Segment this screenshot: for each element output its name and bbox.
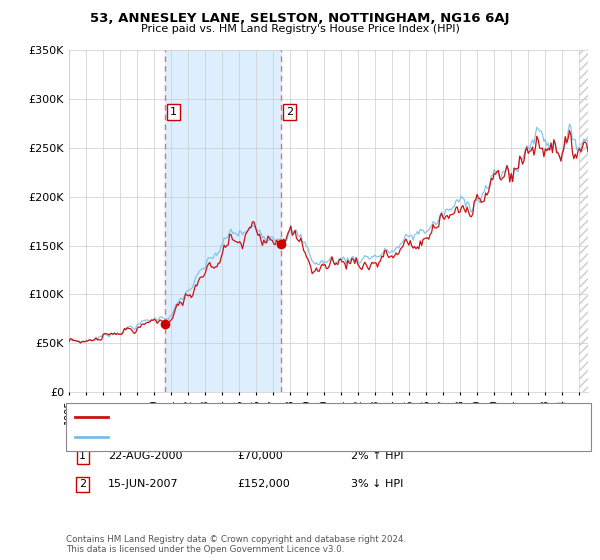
- Text: 53, ANNESLEY LANE, SELSTON, NOTTINGHAM, NG16 6AJ: 53, ANNESLEY LANE, SELSTON, NOTTINGHAM, …: [90, 12, 510, 25]
- Text: Price paid vs. HM Land Registry's House Price Index (HPI): Price paid vs. HM Land Registry's House …: [140, 24, 460, 34]
- Text: 1: 1: [79, 451, 86, 461]
- Text: 22-AUG-2000: 22-AUG-2000: [108, 451, 182, 461]
- Text: HPI: Average price, detached house, Ashfield: HPI: Average price, detached house, Ashf…: [114, 432, 349, 442]
- Bar: [165, 50, 281, 392]
- Text: Contains HM Land Registry data © Crown copyright and database right 2024.
This d: Contains HM Land Registry data © Crown c…: [66, 535, 406, 554]
- Text: £70,000: £70,000: [237, 451, 283, 461]
- Text: 53, ANNESLEY LANE, SELSTON, NOTTINGHAM, NG16 6AJ (detached house): 53, ANNESLEY LANE, SELSTON, NOTTINGHAM, …: [114, 413, 502, 422]
- Text: 2% ↑ HPI: 2% ↑ HPI: [351, 451, 404, 461]
- Text: 2: 2: [286, 107, 293, 117]
- Bar: [580, 50, 588, 392]
- Text: 2: 2: [79, 479, 86, 489]
- Text: £152,000: £152,000: [237, 479, 290, 489]
- Text: 15-JUN-2007: 15-JUN-2007: [108, 479, 179, 489]
- Text: 1: 1: [170, 107, 177, 117]
- Text: 3% ↓ HPI: 3% ↓ HPI: [351, 479, 403, 489]
